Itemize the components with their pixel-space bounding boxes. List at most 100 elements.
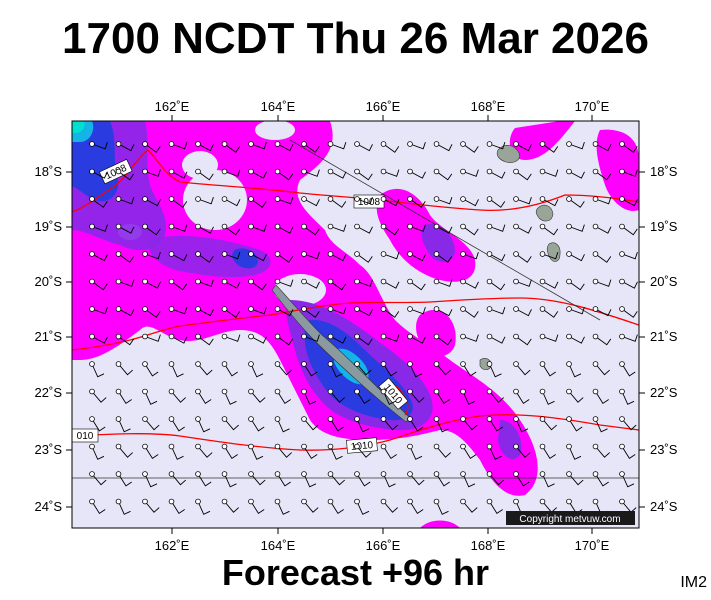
wind-barb bbox=[592, 223, 612, 234]
wind-barb bbox=[380, 251, 400, 260]
wind-barb bbox=[460, 416, 478, 431]
wind-barb bbox=[248, 141, 267, 150]
wind-barb bbox=[460, 168, 479, 177]
lon-label: 164˚E bbox=[261, 99, 296, 114]
wind-barb bbox=[380, 168, 400, 177]
wind-barb bbox=[301, 333, 320, 342]
wind-barb bbox=[327, 361, 343, 378]
wind-barb bbox=[407, 251, 426, 262]
wind-barb bbox=[354, 498, 370, 515]
wind-barb bbox=[274, 196, 294, 205]
wind-barb bbox=[592, 141, 612, 152]
wind-barb bbox=[248, 443, 264, 460]
wind-barb bbox=[433, 471, 450, 487]
wind-barb bbox=[407, 141, 426, 150]
wind-barb bbox=[592, 168, 612, 181]
map-title: 1700 NCDT Thu 26 Mar 2026 bbox=[62, 14, 649, 63]
wind-barb bbox=[486, 306, 506, 315]
lat-label: 19˚S bbox=[650, 219, 678, 234]
wind-barb bbox=[460, 361, 477, 377]
wind-barb bbox=[566, 471, 584, 486]
isobar-label: 1010 bbox=[350, 440, 374, 453]
wind-barb bbox=[460, 471, 476, 488]
wind-barb bbox=[433, 416, 449, 433]
wind-barb bbox=[89, 251, 108, 262]
wind-barb bbox=[221, 416, 239, 431]
wind-barb bbox=[115, 306, 135, 317]
wind-barb bbox=[539, 251, 559, 260]
wind-barb bbox=[407, 471, 425, 486]
wind-barb bbox=[619, 168, 638, 177]
wind-barb bbox=[433, 141, 453, 152]
wind-barb bbox=[221, 306, 241, 318]
wind-barb bbox=[89, 471, 107, 486]
wind-barb bbox=[89, 141, 108, 150]
wind-barb bbox=[380, 196, 400, 207]
wind-barb bbox=[380, 223, 400, 236]
wind-barb bbox=[380, 361, 397, 377]
wind-barb bbox=[539, 388, 555, 405]
wind-barb bbox=[407, 196, 426, 208]
wind-barb bbox=[274, 168, 294, 181]
wind-barb bbox=[274, 278, 294, 287]
wind-barb bbox=[407, 498, 424, 515]
lon-label: 162˚E bbox=[155, 99, 190, 114]
wind-barb bbox=[142, 196, 161, 207]
wind-barb bbox=[433, 196, 453, 205]
wind-barb bbox=[168, 278, 188, 291]
lat-label: 20˚S bbox=[35, 274, 63, 289]
wind-barb bbox=[301, 416, 319, 431]
lat-labels-right: 18˚S 19˚S 20˚S 21˚S 22˚S 23˚S 24˚S bbox=[650, 164, 678, 514]
wind-barb bbox=[221, 141, 241, 153]
wind-barb bbox=[115, 141, 135, 152]
wind-barb bbox=[301, 388, 317, 405]
wind-barb bbox=[539, 443, 556, 460]
wind-barb bbox=[486, 251, 506, 262]
wind-barb bbox=[301, 278, 320, 289]
wind-barb bbox=[566, 251, 585, 262]
wind-barb bbox=[89, 443, 105, 460]
wind-barb bbox=[619, 141, 638, 153]
wind-barb bbox=[195, 306, 214, 317]
map-frame bbox=[71, 120, 640, 529]
wind-barb bbox=[592, 443, 610, 458]
wind-barb bbox=[327, 416, 344, 432]
lat-label: 20˚S bbox=[650, 274, 678, 289]
wind-barb bbox=[89, 498, 106, 515]
wind-barb bbox=[142, 498, 160, 513]
wind-barb bbox=[115, 471, 132, 487]
wind-barb bbox=[513, 223, 532, 234]
wind-barb bbox=[115, 361, 133, 376]
forecast-label: Forecast +96 hr bbox=[221, 552, 490, 593]
wind-barb bbox=[486, 388, 504, 403]
wind-barb bbox=[354, 333, 373, 346]
wind-barb bbox=[460, 196, 479, 207]
wind-barb bbox=[513, 388, 530, 405]
wind-barb bbox=[301, 498, 319, 513]
wind-barb bbox=[433, 223, 453, 234]
wind-barb bbox=[354, 471, 371, 487]
wind-barb bbox=[486, 361, 502, 378]
wind-barb bbox=[539, 278, 559, 289]
lat-label: 22˚S bbox=[650, 385, 678, 400]
island bbox=[535, 204, 554, 222]
wind-barb bbox=[168, 471, 186, 486]
lon-label: 166˚E bbox=[366, 538, 401, 553]
wind-barb bbox=[433, 498, 449, 515]
wind-barb bbox=[354, 251, 373, 263]
wind-barb bbox=[274, 416, 290, 433]
wind-barb bbox=[380, 306, 400, 318]
wind-barb bbox=[195, 443, 213, 458]
wind-barb bbox=[248, 498, 265, 515]
wind-barb bbox=[115, 251, 135, 263]
wind-barb bbox=[486, 223, 506, 232]
wind-barb bbox=[539, 141, 559, 153]
wind-barb bbox=[433, 333, 453, 346]
wind-barb bbox=[539, 223, 559, 236]
wind-barb bbox=[274, 471, 291, 487]
wind-barb bbox=[407, 361, 423, 378]
wind-barb bbox=[433, 168, 453, 181]
wind-barb bbox=[566, 306, 585, 315]
wind-barb bbox=[248, 196, 267, 208]
wind-barb bbox=[115, 168, 135, 181]
